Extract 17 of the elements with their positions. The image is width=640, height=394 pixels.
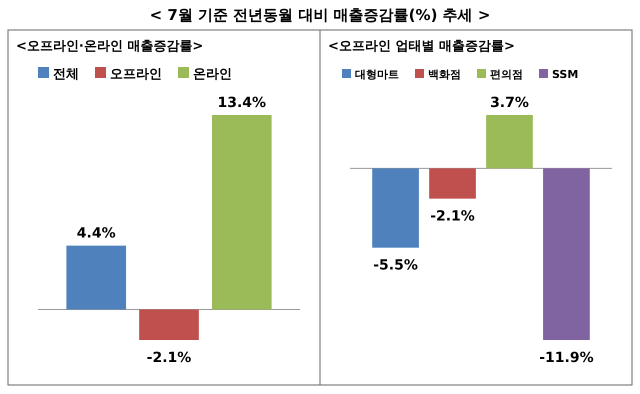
- legend-label: SSM: [552, 68, 578, 81]
- data-label: 4.4%: [76, 226, 116, 242]
- legend-label: 전체: [53, 67, 79, 82]
- chart-title: < 7월 기준 전년동월 대비 매출증감률(%) 추세 >: [150, 6, 490, 24]
- data-label: 3.7%: [490, 95, 529, 111]
- data-label: -5.5%: [373, 258, 418, 274]
- data-label: -2.1%: [146, 350, 192, 366]
- data-label: -11.9%: [539, 350, 594, 366]
- chart-subtitle: <오프라인 업태별 매출증감률>: [328, 39, 515, 54]
- legend-label: 오프라인: [110, 67, 162, 82]
- legend-label: 온라인: [193, 67, 232, 82]
- data-label: 13.4%: [217, 95, 266, 111]
- data-label: -2.1%: [430, 208, 475, 225]
- legend-label: 백화점: [428, 68, 461, 81]
- chart-subtitle: <오프라인·온라인 매출증감률>: [16, 39, 204, 54]
- legend-label: 대형마트: [355, 68, 399, 81]
- legend-label: 편의점: [490, 68, 523, 81]
